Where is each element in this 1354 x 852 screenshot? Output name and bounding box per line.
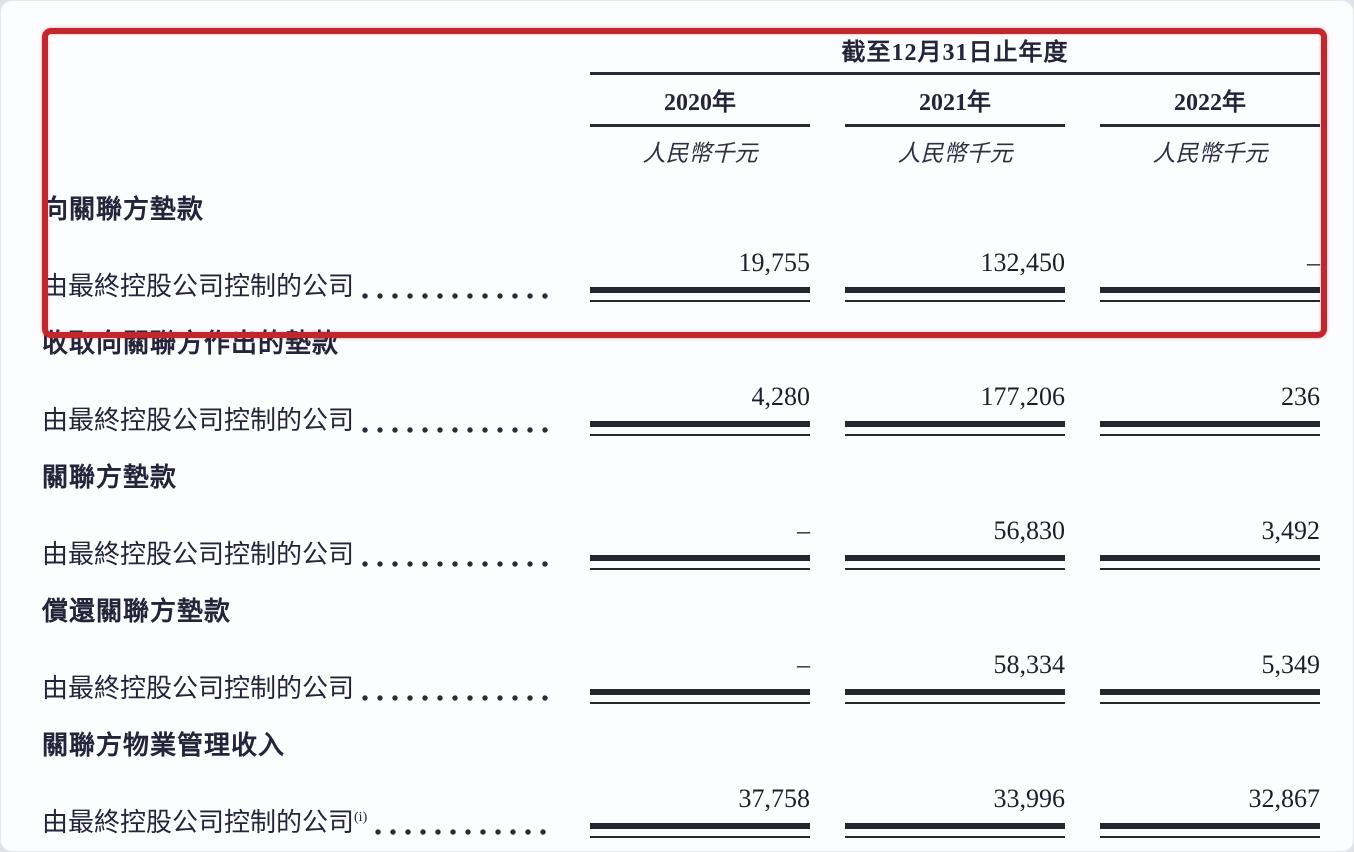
value-cell-2022: 3,492 bbox=[1100, 516, 1320, 570]
value-cell-2020: – bbox=[590, 650, 810, 704]
row-label: 由最終控股公司控制的公司 bbox=[42, 272, 555, 302]
period-header-rule bbox=[590, 72, 1320, 75]
unit-label: 人民幣千元 bbox=[642, 141, 758, 166]
double-rule bbox=[1100, 421, 1320, 436]
value-cell-2022: 5,349 bbox=[1100, 650, 1320, 704]
double-rule bbox=[590, 421, 810, 436]
row-label: 由最終控股公司控制的公司 (i) bbox=[42, 808, 555, 838]
section-title: 向關聯方墊款 bbox=[42, 195, 205, 224]
value-cell-2020: 37,758 bbox=[590, 784, 810, 838]
value-cell-2022: 32,867 bbox=[1100, 784, 1320, 838]
value-cell-2021: 56,830 bbox=[845, 516, 1065, 570]
value: 177,206 bbox=[980, 382, 1066, 411]
double-rule bbox=[845, 689, 1065, 704]
value-cell-2021: 58,334 bbox=[845, 650, 1065, 704]
dot-leader bbox=[362, 293, 553, 299]
table-row: 由最終控股公司控制的公司 (i) 37,758 33,996 32,867 bbox=[42, 784, 1320, 838]
column-rule bbox=[590, 124, 810, 127]
column-header-2021: 2021年 人民幣千元 bbox=[845, 75, 1065, 168]
section-title: 關聯方墊款 bbox=[42, 463, 178, 492]
table-row: 由最終控股公司控制的公司 19,755 132,450 – bbox=[42, 248, 1320, 302]
double-rule bbox=[590, 287, 810, 302]
table-row: 由最終控股公司控制的公司 – 58,334 5,349 bbox=[42, 650, 1320, 704]
year-label: 2021年 bbox=[919, 90, 991, 116]
value: 19,755 bbox=[738, 248, 811, 277]
value: 58,334 bbox=[993, 650, 1066, 679]
row-label: 由最終控股公司控制的公司 bbox=[42, 674, 555, 704]
value: 236 bbox=[1281, 382, 1320, 411]
section-title: 償還關聯方墊款 bbox=[42, 597, 232, 626]
dot-leader bbox=[362, 427, 553, 433]
spacer bbox=[42, 34, 555, 75]
value: 32,867 bbox=[1248, 784, 1321, 813]
value: 4,280 bbox=[751, 382, 811, 411]
dot-leader bbox=[362, 695, 553, 701]
period-header: 截至12月31日止年度 bbox=[841, 40, 1069, 66]
double-rule bbox=[845, 555, 1065, 570]
value-cell-2021: 132,450 bbox=[845, 248, 1065, 302]
dot-leader bbox=[362, 561, 553, 567]
section-title: 收取向關聯方作出的墊款 bbox=[42, 329, 340, 358]
value-cell-2020: – bbox=[590, 516, 810, 570]
value-cell-2021: 33,996 bbox=[845, 784, 1065, 838]
year-label: 2022年 bbox=[1174, 90, 1246, 116]
section-repayment-of-advances-made: 收取向關聯方作出的墊款 由最終控股公司控制的公司 4,280 177,206 2… bbox=[42, 328, 1320, 436]
unit-label: 人民幣千元 bbox=[1152, 141, 1268, 166]
period-header-row: 截至12月31日止年度 bbox=[42, 34, 1320, 75]
row-label: 由最終控股公司控制的公司 bbox=[42, 406, 555, 436]
double-rule bbox=[1100, 823, 1320, 838]
row-label: 由最終控股公司控制的公司 bbox=[42, 540, 555, 570]
double-rule bbox=[590, 823, 810, 838]
double-rule bbox=[590, 689, 810, 704]
period-header-cell: 截至12月31日止年度 bbox=[590, 34, 1320, 75]
value: 33,996 bbox=[993, 784, 1066, 813]
value: – bbox=[1307, 248, 1320, 277]
table-row: 由最終控股公司控制的公司 – 56,830 3,492 bbox=[42, 516, 1320, 570]
row-label-text: 由最終控股公司控制的公司 bbox=[42, 272, 355, 301]
value: 3,492 bbox=[1261, 516, 1321, 545]
column-header-2022: 2022年 人民幣千元 bbox=[1100, 75, 1320, 168]
double-rule bbox=[590, 555, 810, 570]
row-label-text: 由最終控股公司控制的公司 bbox=[42, 540, 355, 569]
footnote-ref: (i) bbox=[354, 810, 368, 825]
value: 56,830 bbox=[993, 516, 1066, 545]
value: 37,758 bbox=[738, 784, 811, 813]
double-rule bbox=[845, 287, 1065, 302]
value: 5,349 bbox=[1261, 650, 1321, 679]
section-property-management-income: 關聯方物業管理收入 由最終控股公司控制的公司 (i) 37,758 33,996 … bbox=[42, 730, 1320, 838]
section-title: 關聯方物業管理收入 bbox=[42, 731, 286, 760]
section-advances-to-related-parties: 向關聯方墊款 由最終控股公司控制的公司 19,755 132,450 – bbox=[42, 194, 1320, 302]
double-rule bbox=[1100, 555, 1320, 570]
double-rule bbox=[1100, 689, 1320, 704]
year-header-row: 2020年 人民幣千元 2021年 人民幣千元 2022年 人民幣千元 bbox=[42, 75, 1320, 168]
row-label-text: 由最終控股公司控制的公司 bbox=[42, 406, 355, 435]
value-cell-2020: 19,755 bbox=[590, 248, 810, 302]
value: – bbox=[797, 650, 810, 679]
value: – bbox=[797, 516, 810, 545]
value-cell-2021: 177,206 bbox=[845, 382, 1065, 436]
value-cell-2022: 236 bbox=[1100, 382, 1320, 436]
value-cell-2020: 4,280 bbox=[590, 382, 810, 436]
table-row: 由最終控股公司控制的公司 4,280 177,206 236 bbox=[42, 382, 1320, 436]
row-label-text: 由最終控股公司控制的公司 bbox=[42, 674, 355, 703]
value: 132,450 bbox=[980, 248, 1066, 277]
column-rule bbox=[1100, 124, 1320, 127]
double-rule bbox=[1100, 287, 1320, 302]
double-rule bbox=[845, 421, 1065, 436]
dot-leader bbox=[375, 829, 553, 835]
value-cell-2022: – bbox=[1100, 248, 1320, 302]
year-label: 2020年 bbox=[664, 90, 736, 116]
unit-label: 人民幣千元 bbox=[897, 141, 1013, 166]
section-advances-from-related-parties: 關聯方墊款 由最終控股公司控制的公司 – 56,830 3,492 bbox=[42, 462, 1320, 570]
section-repayment-of-related-party-advances: 償還關聯方墊款 由最終控股公司控制的公司 – 58,334 5,349 bbox=[42, 596, 1320, 704]
double-rule bbox=[845, 823, 1065, 838]
row-label-text: 由最終控股公司控制的公司 bbox=[42, 808, 355, 837]
column-rule bbox=[845, 124, 1065, 127]
column-header-2020: 2020年 人民幣千元 bbox=[590, 75, 810, 168]
